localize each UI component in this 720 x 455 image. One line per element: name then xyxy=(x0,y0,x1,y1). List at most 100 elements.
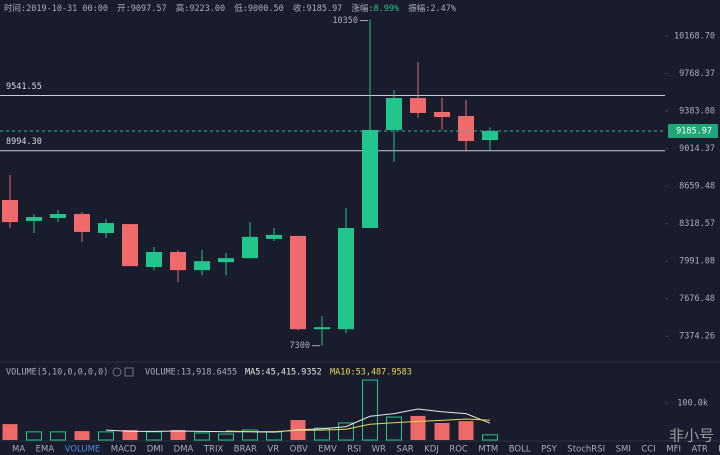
toolbar-item[interactable]: BRAR xyxy=(234,445,257,455)
toolbar-item[interactable]: MTM xyxy=(478,445,498,455)
volume-bar xyxy=(194,432,210,441)
toolbar-item[interactable]: DMA xyxy=(174,445,194,455)
toolbar-item[interactable]: VOLUME xyxy=(65,445,101,455)
volume-bar xyxy=(386,416,402,441)
level-label: 8994.30 xyxy=(6,137,42,147)
current-price-label: 9185.97 xyxy=(676,127,712,137)
header-close: 收:9185.97 xyxy=(293,3,342,14)
toolbar-item[interactable]: PSY xyxy=(541,445,558,455)
candle-body xyxy=(146,252,162,268)
candle-body xyxy=(338,228,354,330)
volume-bar xyxy=(218,433,234,441)
candle-body xyxy=(314,327,330,330)
toolbar-item[interactable]: RSI xyxy=(347,445,361,455)
toolbar-item[interactable]: TRIX xyxy=(203,445,224,455)
level-label: 9541.55 xyxy=(6,82,42,92)
candle-body xyxy=(266,234,282,239)
candle-body xyxy=(2,200,18,223)
legend-icon[interactable] xyxy=(112,367,122,377)
y-tick-label: 9383.80 xyxy=(679,107,715,117)
low-annotation: 7300 xyxy=(290,341,310,351)
toolbar-item[interactable]: KDJ xyxy=(424,445,439,455)
volume-bar xyxy=(362,379,378,441)
volume-bar xyxy=(50,431,66,441)
volume-bar xyxy=(98,431,114,441)
toolbar-item[interactable]: SAR xyxy=(396,445,413,455)
y-tick-label: 7374.26 xyxy=(679,332,715,342)
toolbar-item[interactable]: VR xyxy=(267,445,279,455)
toolbar-item[interactable]: CCI xyxy=(641,445,655,455)
candle-body xyxy=(434,111,450,117)
candle-body xyxy=(458,115,474,142)
toolbar-item[interactable]: MFI xyxy=(666,445,681,455)
volume-tick-label: 100.0k xyxy=(677,398,708,408)
candle-body xyxy=(170,252,186,271)
y-tick-label: 9014.37 xyxy=(679,144,715,154)
candle-body xyxy=(482,131,498,141)
y-tick-label: 7676.48 xyxy=(679,294,715,304)
volume-bar xyxy=(74,431,90,440)
candle-body xyxy=(410,98,426,113)
candle-body xyxy=(242,236,258,259)
toolbar-item[interactable]: MA xyxy=(12,445,25,455)
current-price-box xyxy=(668,124,718,139)
candle-body xyxy=(290,235,306,330)
toolbar-item[interactable]: EMV xyxy=(318,445,337,455)
header-change: 8.99% xyxy=(374,4,400,14)
y-tick-label: 8659.48 xyxy=(679,182,715,192)
y-tick-label: 8318.57 xyxy=(679,219,715,229)
candle-body xyxy=(98,223,114,233)
candle-body xyxy=(218,258,234,263)
header-high: 高:9223.00 xyxy=(176,3,225,14)
volume-bar xyxy=(122,430,138,440)
header-low: 低:9000.50 xyxy=(234,3,283,14)
header: 时间:2019-10-31 00:00 开:9097.57 高:9223.00 … xyxy=(4,3,456,14)
volume-bar xyxy=(434,422,450,440)
y-tick-label: 10168.70 xyxy=(674,32,715,42)
volume-legend: VOLUME(5,10,0,0,0,0) xyxy=(6,368,108,378)
header-time: 时间:2019-10-31 00:00 xyxy=(4,3,108,14)
volume-bar xyxy=(26,431,42,441)
candle-body xyxy=(74,214,90,232)
toolbar-item[interactable]: StochRSI xyxy=(567,445,605,455)
toolbar-item[interactable]: BBW xyxy=(718,445,720,455)
volume-bar xyxy=(458,421,474,440)
volume-bar xyxy=(410,415,426,440)
legend-icon[interactable] xyxy=(124,367,134,377)
toolbar-item[interactable]: MACD xyxy=(111,445,137,455)
high-annotation: 10350 xyxy=(332,16,358,26)
volume-ma-line xyxy=(105,408,491,433)
y-tick-label: 9768.37 xyxy=(679,69,715,79)
volume-bar xyxy=(2,424,18,440)
y-tick-label: 7991.08 xyxy=(679,257,715,267)
toolbar-item[interactable]: EMA xyxy=(36,445,55,455)
candle-body xyxy=(26,217,42,221)
header-change-label: 涨幅: xyxy=(351,3,373,14)
volume-legend: VOLUME:13,918.6455 xyxy=(145,368,237,378)
candle-body xyxy=(122,224,138,267)
volume-bar xyxy=(146,431,162,441)
toolbar-item[interactable]: ATR xyxy=(691,445,707,455)
volume-legend: MA10:53,487.9583 xyxy=(330,368,412,378)
toolbar-item[interactable]: DMI xyxy=(147,445,163,455)
header-amplitude: 振幅:2.47% xyxy=(408,3,456,14)
volume-legend: MA5:45,415.9352 xyxy=(245,368,322,378)
volume-bar xyxy=(314,427,330,441)
watermark: 非小号 xyxy=(669,427,714,445)
candle-body xyxy=(50,214,66,219)
toolbar-item[interactable]: OBV xyxy=(290,445,308,455)
volume-bar xyxy=(242,429,258,441)
toolbar-item[interactable]: SMI xyxy=(616,445,631,455)
volume-ma-line xyxy=(225,418,491,433)
header-open: 开:9097.57 xyxy=(117,4,166,14)
candle-body xyxy=(362,129,378,229)
toolbar-item[interactable]: BOLL xyxy=(509,445,531,455)
toolbar-item[interactable]: ROC xyxy=(449,445,468,455)
candle-body xyxy=(194,261,210,271)
candle-body xyxy=(386,98,402,130)
volume-bar xyxy=(170,430,186,440)
volume-bar xyxy=(482,434,498,441)
toolbar-item[interactable]: WR xyxy=(372,445,386,455)
